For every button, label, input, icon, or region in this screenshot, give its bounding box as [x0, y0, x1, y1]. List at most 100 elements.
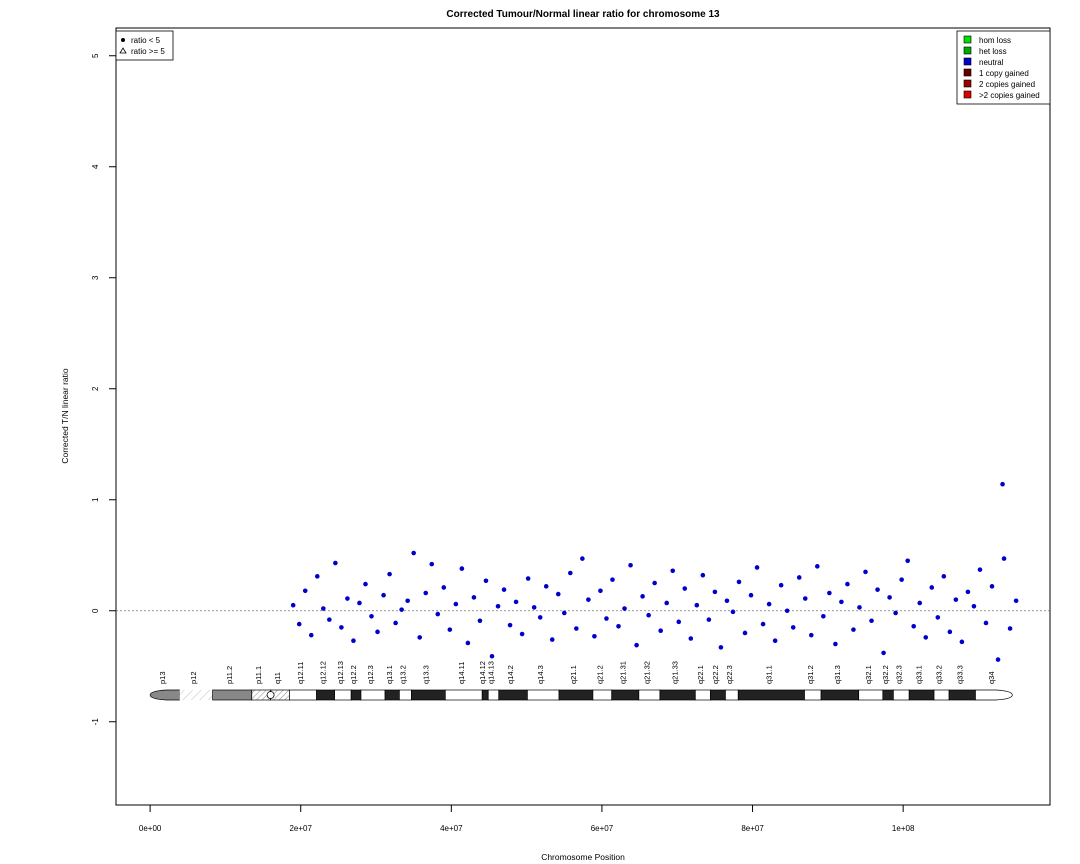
chromosome-band	[858, 689, 884, 701]
data-point	[833, 641, 838, 647]
data-point	[308, 632, 314, 638]
data-point	[574, 626, 579, 631]
chromosome-band	[710, 689, 726, 701]
data-point	[863, 569, 868, 575]
chromosome-band	[350, 689, 362, 701]
data-point	[393, 620, 398, 626]
data-point	[333, 560, 338, 566]
data-point	[790, 625, 796, 630]
data-point	[947, 629, 953, 635]
data-point	[670, 568, 676, 574]
y-tick-label: 1	[91, 497, 100, 502]
chromosome-band	[948, 689, 976, 701]
data-point	[537, 615, 543, 620]
chromosome-band	[481, 689, 489, 701]
data-point	[519, 631, 525, 637]
legend-label: >2 copies gained	[979, 91, 1040, 100]
data-point	[501, 587, 507, 592]
band-label: q21.31	[618, 661, 627, 684]
data-point	[1007, 626, 1013, 631]
data-point	[802, 596, 808, 601]
band-label: q14.13	[487, 661, 496, 684]
data-point	[1013, 598, 1019, 604]
data-point	[598, 588, 603, 594]
plot-frame	[115, 27, 1051, 806]
data-point	[357, 600, 362, 606]
data-point	[489, 653, 495, 659]
data-point	[905, 558, 910, 564]
chromosome-band	[975, 689, 1013, 701]
data-point	[429, 561, 435, 567]
y-tick-label: 3	[91, 275, 100, 280]
chromosome-band	[820, 689, 860, 701]
data-point	[1000, 481, 1005, 487]
data-point	[652, 580, 657, 586]
band-label: q21.2	[595, 665, 604, 684]
chromosome-band	[444, 689, 483, 701]
data-point	[730, 609, 736, 615]
data-point	[796, 575, 802, 580]
data-point	[995, 657, 1001, 662]
data-point	[622, 606, 627, 611]
data-point	[778, 582, 784, 588]
y-tick-label: 0	[91, 608, 100, 613]
centromere	[266, 691, 275, 699]
data-point	[592, 633, 597, 639]
data-point	[712, 589, 718, 595]
y-axis-title: Corrected T/N linear ratio	[60, 368, 70, 464]
data-point	[561, 610, 567, 616]
data-point	[302, 588, 308, 594]
data-point	[658, 628, 663, 634]
data-point	[411, 550, 416, 556]
data-point	[604, 616, 609, 621]
band-label: q33.1	[915, 665, 924, 684]
data-point	[465, 640, 471, 646]
chromosome-band	[360, 689, 386, 701]
data-point	[543, 584, 549, 589]
data-point	[827, 590, 832, 596]
band-label: q13.3	[421, 665, 430, 684]
data-point	[369, 614, 374, 619]
data-point	[387, 571, 392, 577]
data-point	[784, 608, 790, 614]
data-point	[815, 564, 820, 569]
band-label: q31.1	[764, 665, 773, 684]
data-point	[441, 585, 447, 590]
chromosome-band	[399, 689, 412, 701]
data-point	[477, 618, 483, 624]
data-point	[610, 577, 615, 582]
band-label: q21.32	[642, 661, 651, 684]
band-label: q12.2	[349, 665, 358, 684]
legend-swatch	[963, 79, 972, 88]
legend-swatch	[963, 46, 972, 55]
band-label: p13	[158, 671, 167, 684]
data-point	[483, 578, 489, 584]
data-point	[700, 572, 706, 578]
data-point	[971, 604, 977, 609]
data-point	[314, 574, 320, 579]
data-point	[881, 650, 886, 656]
band-label: q14.11	[457, 662, 466, 684]
data-point	[405, 598, 410, 604]
legend-swatch	[963, 68, 972, 77]
chromosome-band	[592, 689, 613, 701]
data-point	[290, 602, 296, 608]
band-label: p11.2	[225, 666, 234, 684]
data-point	[296, 621, 302, 627]
data-point	[857, 605, 862, 610]
legend-marker	[119, 47, 127, 54]
data-point	[839, 599, 844, 605]
data-point	[953, 597, 959, 602]
chromosome-band	[659, 689, 696, 701]
x-tick-label: 6e+07	[591, 824, 614, 833]
data-point	[887, 595, 892, 600]
band-label: p12	[189, 671, 198, 684]
legend-label: 1 copy gained	[979, 69, 1029, 78]
data-point	[459, 566, 465, 571]
chromosome-band	[882, 689, 894, 701]
data-point	[742, 630, 748, 636]
data-point	[682, 586, 688, 591]
band-label: q32.2	[881, 665, 890, 684]
data-point	[983, 620, 989, 626]
x-axis-title: Chromosome Position	[541, 852, 625, 862]
